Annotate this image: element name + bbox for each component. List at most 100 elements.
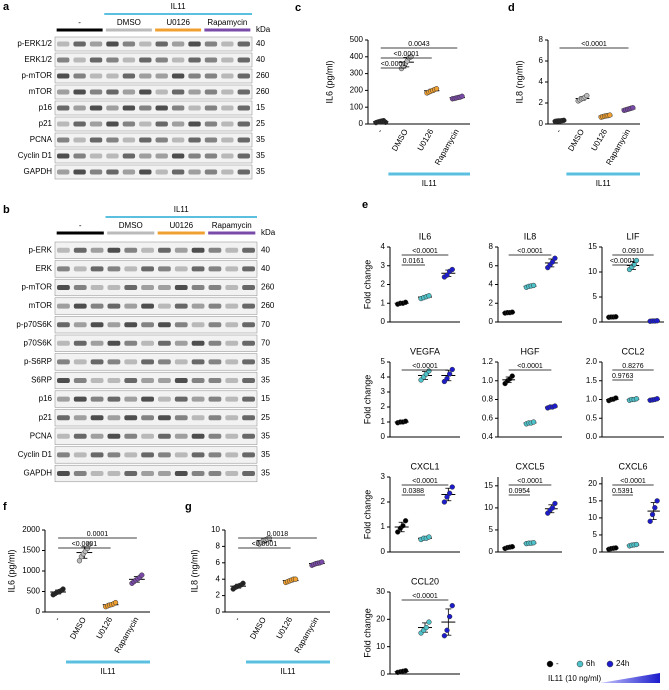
band: [191, 266, 205, 272]
band: [139, 121, 152, 127]
y-tick-label: 5: [593, 530, 598, 539]
x-tick-label: U0126: [275, 615, 295, 640]
y-tick-label: 500: [27, 587, 41, 596]
data-point: [530, 540, 537, 546]
group-label: U0126: [169, 221, 193, 230]
band: [57, 471, 70, 476]
data-point: [444, 375, 450, 382]
band: [73, 153, 86, 159]
band: [57, 452, 70, 458]
y-tick-label: 0.4: [482, 432, 494, 441]
band: [188, 121, 201, 127]
data-point: [654, 396, 660, 402]
blot-frame: [54, 446, 258, 464]
y-tick-label: 6: [216, 558, 221, 567]
kda-label: 35: [261, 450, 270, 459]
band: [90, 433, 104, 439]
data-point: [630, 105, 636, 111]
band: [73, 266, 87, 272]
data-point: [402, 299, 409, 305]
band: [171, 57, 185, 63]
band: [57, 89, 70, 95]
y-tick-label: 0: [36, 607, 41, 616]
band: [124, 340, 138, 346]
treatment-label: IL11: [422, 179, 438, 188]
y-tick-label: 3: [381, 261, 386, 270]
panel-label: a: [3, 1, 10, 13]
band: [89, 169, 103, 175]
blot-frame: [54, 36, 253, 52]
band: [174, 285, 188, 290]
x-tick-label: -: [233, 615, 242, 622]
p-value: 0.0161: [403, 258, 425, 265]
p-value: <0.0001: [620, 478, 646, 485]
data-point: [446, 613, 453, 620]
panel-label: b: [3, 204, 10, 216]
band: [57, 73, 70, 79]
data-point: [319, 559, 325, 565]
y-tick-label: 10: [588, 513, 597, 522]
data-point: [607, 112, 613, 118]
band: [204, 41, 218, 47]
band: [89, 153, 103, 159]
band: [171, 121, 185, 127]
band: [221, 153, 234, 159]
y-tick-label: 1: [381, 417, 386, 426]
treatment-label: IL11: [596, 179, 612, 188]
band: [89, 89, 103, 95]
band: [73, 340, 87, 346]
band: [225, 359, 239, 365]
band: [141, 415, 154, 421]
band: [89, 137, 103, 143]
p-value: 0.0388: [403, 488, 425, 495]
y-tick-label: 2: [489, 298, 494, 307]
panel-label: c: [295, 2, 301, 14]
band: [124, 285, 138, 290]
p-value: <0.0001: [581, 41, 607, 48]
blot-label: p16: [39, 394, 53, 403]
band: [106, 73, 119, 79]
treatment-wedge: [600, 673, 660, 683]
band: [73, 285, 87, 290]
band: [208, 285, 222, 290]
data-point: [433, 86, 440, 92]
band: [174, 378, 188, 383]
band: [242, 471, 255, 476]
band: [158, 433, 171, 439]
blot-frame: [54, 427, 258, 445]
p-value: <0.0001: [394, 51, 420, 58]
y-tick-label: 500: [350, 35, 364, 44]
data-point: [444, 494, 450, 500]
p-value: <0.0001: [252, 541, 278, 548]
x-tick-label: U0126: [95, 615, 115, 640]
y-tick-label: 20: [376, 614, 385, 623]
data-point: [652, 505, 658, 511]
p-value: 0.9763: [612, 373, 634, 380]
kda-label: 35: [261, 469, 270, 478]
group-label: Rapamycin: [212, 221, 252, 230]
band: [225, 378, 239, 383]
data-point: [444, 272, 450, 278]
band: [158, 285, 171, 290]
band: [139, 137, 152, 143]
band: [57, 169, 70, 175]
band: [89, 105, 103, 111]
band: [106, 89, 119, 95]
band: [124, 433, 138, 439]
y-tick-label: 1.0: [482, 376, 494, 385]
band: [225, 452, 239, 458]
band: [225, 285, 239, 290]
band: [155, 137, 168, 143]
band: [242, 285, 255, 290]
band: [242, 396, 255, 402]
band: [191, 433, 205, 439]
band: [141, 396, 154, 402]
y-tick-label: 2.0: [586, 357, 598, 366]
x-tick-label: DMSO: [390, 128, 410, 153]
p-value: 0.0043: [408, 41, 430, 48]
band: [141, 359, 154, 365]
band: [141, 247, 154, 253]
data-point: [240, 580, 246, 586]
y-tick-label: 1000: [22, 566, 40, 575]
y-tick-label: 0: [216, 607, 221, 616]
